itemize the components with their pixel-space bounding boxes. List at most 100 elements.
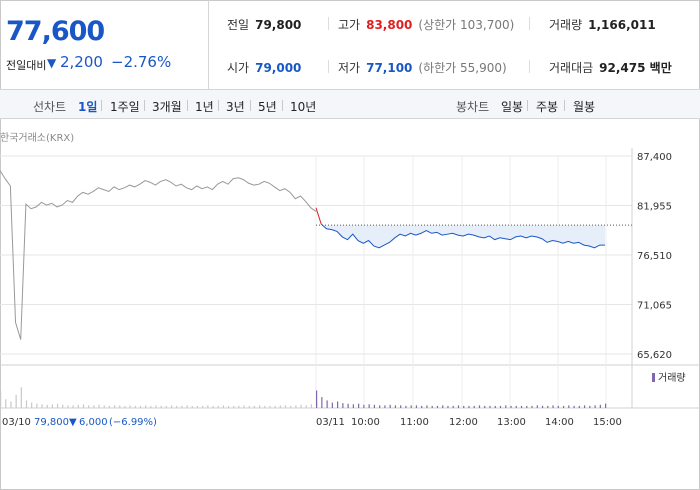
volume-bar-today — [594, 405, 596, 408]
volume-bar-prev-day — [274, 405, 276, 408]
volume-bar-prev-day — [31, 402, 33, 408]
volume-bar-today — [400, 405, 402, 408]
stat-value: 77,100 — [366, 61, 413, 75]
volume-bar-prev-day — [62, 404, 64, 408]
line-chart-label: 선차트 — [33, 100, 67, 114]
tab-weekly-candle[interactable]: 주봉 — [536, 100, 559, 114]
volume-bar-today — [379, 405, 381, 408]
tab-10y[interactable]: 10년 — [290, 100, 317, 114]
volume-bar-today — [494, 405, 496, 408]
volume-bar-prev-day — [238, 405, 240, 408]
volume-bar-prev-day — [20, 387, 22, 408]
x-tick-label: 15:00 — [593, 417, 622, 428]
volume-bar-prev-day — [160, 405, 162, 408]
y-tick-label: 76,510 — [637, 251, 672, 262]
volume-bar-today — [599, 404, 601, 408]
volume-bar-today — [457, 405, 460, 408]
stat-label: 거래량 — [549, 18, 583, 32]
volume-bar-prev-day — [124, 405, 126, 408]
stat-volume: 거래량 1,166,011 — [549, 16, 656, 33]
tab-5y[interactable]: 5년 — [258, 100, 277, 114]
volume-bar-prev-day — [72, 405, 74, 408]
stat-high: 고가 83,800 (상한가 103,700) — [338, 16, 514, 33]
tab-3m[interactable]: 3개월 — [152, 100, 182, 114]
volume-bar-prev-day — [103, 405, 105, 408]
x-tick-label: 10:00 — [351, 417, 380, 428]
quote-panel: 77,600 전일대비 ▼ 2,200 −2.76% 전일 79,800 고가 83… — [0, 0, 700, 90]
volume-bar-today — [573, 405, 575, 408]
volume-bar-prev-day — [233, 405, 235, 408]
volume-bar-today — [499, 405, 502, 408]
y-tick-label: 87,400 — [637, 152, 672, 163]
chart-tab-bar: 선차트 1일 1주일 3개월 1년 3년 5년 10년 봉차트 일봉 주봉 월봉 — [0, 90, 700, 119]
volume-bar-today — [358, 403, 360, 408]
volume-legend: 거래량 — [652, 372, 686, 384]
volume-bar-prev-day — [222, 405, 224, 408]
change-amount: 2,200 — [60, 53, 103, 71]
tab-1w[interactable]: 1주일 — [110, 100, 140, 114]
y-tick-label: 71,065 — [637, 301, 672, 312]
chart-grid — [0, 148, 700, 409]
volume-bar-today — [541, 405, 544, 408]
y-axis: 87,400 81,955 76,510 71,065 65,620 — [637, 152, 672, 361]
down-arrow-icon: ▼ — [47, 56, 57, 70]
price-chart: 한국거래소(KRX) 87,400 81,955 76,510 71,065 65,62… — [0, 132, 700, 428]
volume-bar-prev-day — [93, 405, 95, 408]
volume-bar-today — [489, 405, 491, 408]
volume-bar-today — [373, 404, 375, 408]
tab-daily-candle[interactable]: 일봉 — [501, 100, 524, 114]
stat-low: 저가 77,100 (하한가 55,900) — [338, 59, 507, 76]
volume-bar-today — [436, 405, 439, 408]
volume-bar-today — [463, 405, 465, 408]
volume-bar-prev-day — [67, 405, 69, 408]
stat-label: 고가 — [338, 18, 361, 32]
volume-bar-today — [347, 403, 349, 408]
volume-bar-prev-day — [295, 405, 297, 408]
volume-bar-today — [342, 403, 344, 408]
series-line-today — [320, 223, 605, 249]
volume-legend-label: 거래량 — [658, 372, 686, 384]
y-tick-label: 65,620 — [637, 350, 672, 361]
volume-bar-prev-day — [243, 405, 245, 408]
y-tick-label: 81,955 — [637, 202, 672, 213]
volume-bar-prev-day — [56, 403, 59, 408]
volume-bar-today — [473, 405, 475, 408]
volume-bar-today — [515, 405, 517, 408]
volume-bar-prev-day — [300, 404, 302, 408]
current-price: 77,600 — [6, 16, 105, 47]
tab-monthly-candle[interactable]: 월봉 — [573, 100, 596, 114]
footer-pct: (−6.99%) — [109, 417, 157, 428]
footer-down-arrow-icon: ▼ — [69, 417, 77, 428]
tab-3y[interactable]: 3년 — [226, 100, 245, 114]
volume-bar-prev-day — [191, 405, 193, 408]
source-label: 한국거래소(KRX) — [0, 132, 74, 144]
volume-bar-prev-day — [46, 404, 48, 408]
volume-bar-prev-day — [181, 405, 183, 408]
volume-bar-prev-day — [212, 405, 214, 408]
volume-bar-today — [442, 405, 444, 408]
volume-bar-prev-day — [145, 405, 147, 408]
tab-1d[interactable]: 1일 — [78, 100, 98, 114]
volume-bar-prev-day — [165, 405, 167, 408]
stat-label: 저가 — [338, 61, 361, 75]
change-label: 전일대비 — [6, 59, 47, 72]
volume-bar-today — [415, 405, 418, 408]
volume-bar-prev-day — [227, 405, 230, 408]
x-tick-label: 11:00 — [400, 417, 429, 428]
x-tick-label: 12:00 — [449, 417, 478, 428]
volume-bar-today — [505, 405, 507, 408]
tab-1y[interactable]: 1년 — [195, 100, 214, 114]
volume-bar-prev-day — [36, 403, 38, 408]
volume-bar-today — [562, 405, 565, 408]
volume-bar-prev-day — [176, 405, 178, 408]
volume-bar-prev-day — [284, 405, 287, 408]
stat-sub: (상한가 103,700) — [418, 18, 515, 32]
volume-bar-prev-day — [207, 405, 209, 408]
volume-bar-prev-day — [77, 404, 79, 408]
volume-bar-prev-day — [113, 405, 116, 408]
volume-bar-prev-day — [108, 405, 110, 408]
footer-change: 6,000 — [79, 417, 108, 428]
volume-bar-today — [583, 405, 586, 408]
x-tick-label: 03/11 — [316, 417, 345, 428]
volume-bar-prev-day — [41, 404, 43, 408]
